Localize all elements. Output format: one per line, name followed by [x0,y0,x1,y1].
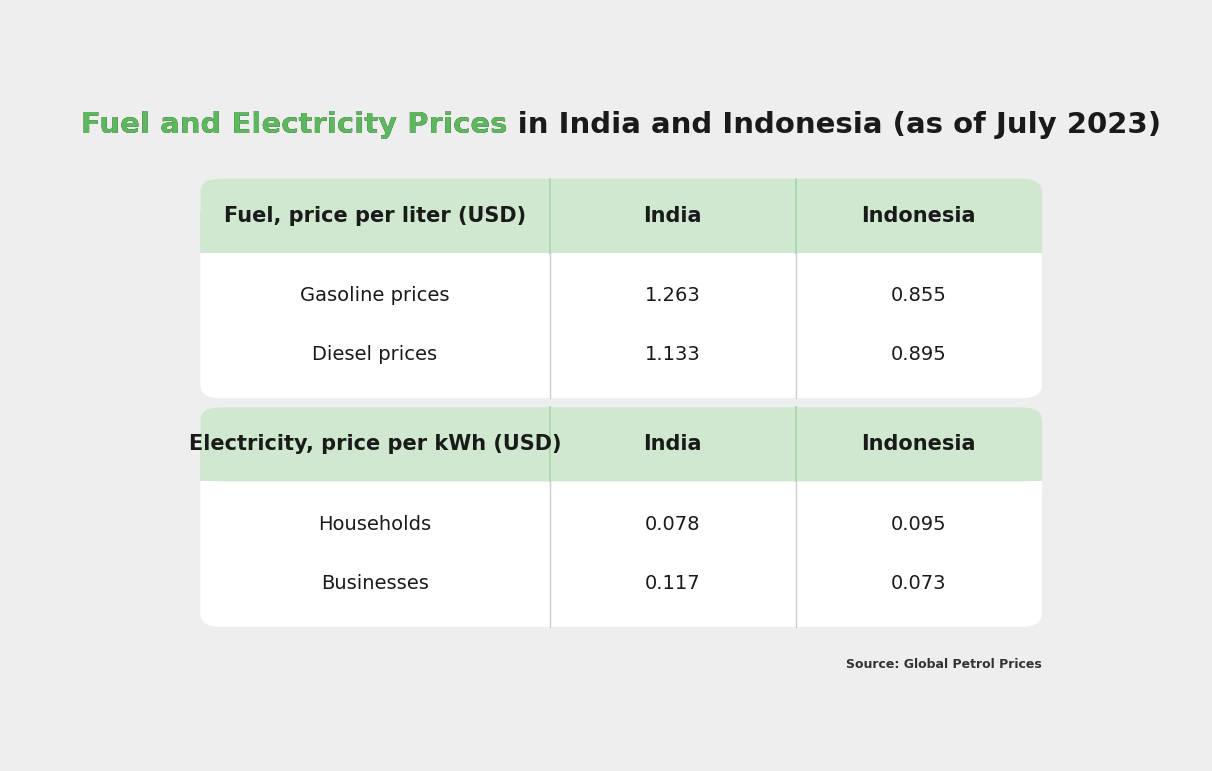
Text: Businesses: Businesses [321,574,429,593]
Text: 1.263: 1.263 [645,286,701,305]
FancyBboxPatch shape [200,407,1042,627]
Text: Fuel, price per liter (USD): Fuel, price per liter (USD) [224,206,526,226]
FancyBboxPatch shape [200,407,1042,481]
Bar [200,212,1042,253]
Text: India: India [644,434,702,454]
Text: Indonesia: Indonesia [862,434,976,454]
Text: 0.073: 0.073 [891,574,947,593]
Text: 0.855: 0.855 [891,286,947,305]
Text: Fuel and Electricity Prices: Fuel and Electricity Prices [81,111,508,140]
FancyBboxPatch shape [200,179,1042,253]
Text: Fuel and Electricity Prices in India and Indonesia (as of July 2023): Fuel and Electricity Prices in India and… [81,111,1161,140]
Text: Electricity, price per kWh (USD): Electricity, price per kWh (USD) [189,434,561,454]
Text: 1.133: 1.133 [645,345,701,365]
Text: India: India [644,206,702,226]
Text: 0.078: 0.078 [645,514,701,534]
Text: Households: Households [319,514,431,534]
Text: Source: Global Petrol Prices: Source: Global Petrol Prices [846,658,1042,672]
Bar [200,440,1042,481]
Text: 0.095: 0.095 [891,514,947,534]
Text: Gasoline prices: Gasoline prices [301,286,450,305]
Text: Indonesia: Indonesia [862,206,976,226]
Text: 0.895: 0.895 [891,345,947,365]
Text: 0.117: 0.117 [645,574,701,593]
Text: Diesel prices: Diesel prices [313,345,438,365]
FancyBboxPatch shape [200,179,1042,399]
